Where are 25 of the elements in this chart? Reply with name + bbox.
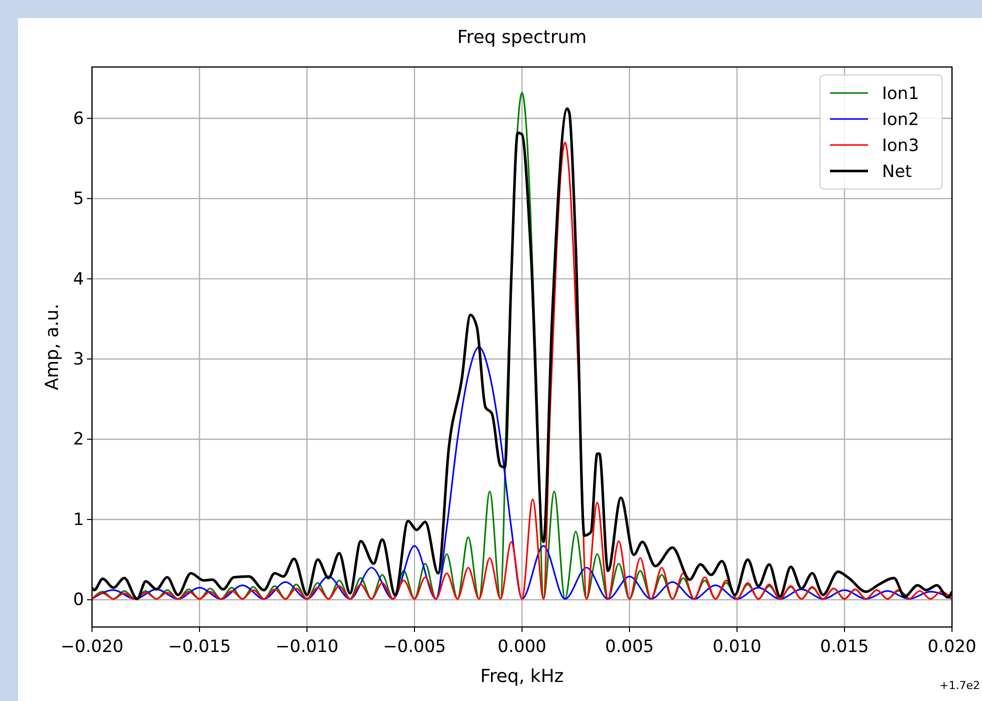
legend-label: Ion1: [882, 84, 920, 104]
x-tick-label: 0.010: [712, 637, 762, 657]
y-axis-title: Amp, a.u.: [42, 304, 63, 390]
text: +1.7e2: [940, 679, 980, 692]
x-tick-label: 0.005: [605, 637, 654, 657]
x-tick-label: −0.020: [60, 637, 124, 657]
y-tick-label: 0: [73, 590, 84, 610]
y-tick-label: 3: [73, 349, 84, 370]
x-tick-label: −0.010: [276, 637, 338, 657]
x-tick-label: 0.000: [498, 637, 546, 657]
x-tick-label: −0.005: [383, 637, 446, 657]
y-tick-label: 1: [73, 510, 84, 530]
chart-title: Freq spectrum: [457, 27, 587, 48]
y-tick-label: 4: [73, 269, 84, 290]
legend-label: Net: [882, 162, 912, 182]
x-tick-label: −0.015: [168, 637, 231, 657]
x-axis-title: Freq, kHz: [480, 666, 564, 687]
legend-label: Ion2: [882, 110, 920, 130]
x-tick-label: 0.020: [928, 637, 976, 657]
y-tick-label: 6: [73, 108, 84, 129]
line-series: [92, 346, 952, 600]
legend-label: Ion3: [882, 136, 920, 156]
y-tick-label: 5: [73, 189, 84, 210]
y-tick-label: 2: [73, 430, 84, 450]
x-tick-label: 0.015: [820, 637, 869, 657]
